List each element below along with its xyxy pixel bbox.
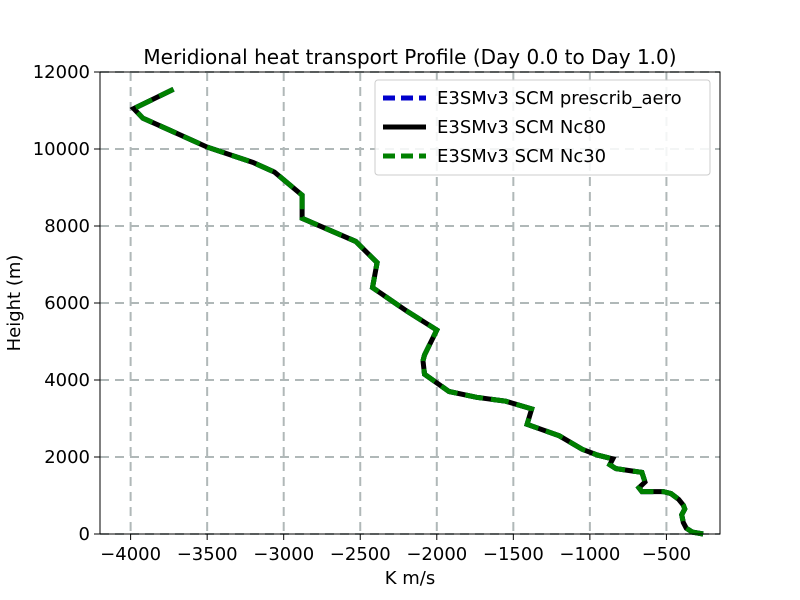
- y-tick-label: 2000: [44, 447, 90, 468]
- y-tick-label: 4000: [44, 370, 90, 391]
- x-tick-label: −1000: [559, 544, 620, 565]
- y-axis-label: Height (m): [4, 255, 25, 352]
- y-tick-label: 0: [79, 524, 90, 545]
- x-tick-label: −3000: [253, 544, 314, 565]
- chart-title: Meridional heat transport Profile (Day 0…: [143, 45, 676, 69]
- tick-group: −4000 −3500 −3000 −2500 −2000 −1500 −1000 −500 0…: [33, 62, 691, 565]
- x-axis-label: K m/s: [385, 568, 436, 589]
- x-tick-label: −3500: [177, 544, 238, 565]
- legend-box: [374, 79, 711, 176]
- x-tick-label: −2500: [330, 544, 391, 565]
- y-tick-label: 6000: [44, 293, 90, 314]
- series-group: [129, 87, 704, 537]
- x-tick-label: −1500: [483, 544, 544, 565]
- y-tick-label: 12000: [33, 62, 90, 83]
- legend-label-1: E3SMv3 SCM prescrib_aero: [437, 88, 682, 109]
- y-tick-label: 8000: [44, 216, 90, 237]
- y-tick-label: 10000: [33, 139, 90, 160]
- x-tick-label: −2000: [406, 544, 467, 565]
- series-line-2: [129, 87, 704, 537]
- legend-label-2: E3SMv3 SCM Nc80: [437, 117, 606, 138]
- x-tick-label: −4000: [100, 544, 161, 565]
- x-tick-label: −500: [642, 544, 691, 565]
- legend: E3SMv3 SCM prescrib_aero E3SMv3 SCM Nc80 E…: [374, 79, 711, 176]
- legend-label-3: E3SMv3 SCM Nc30: [437, 146, 606, 167]
